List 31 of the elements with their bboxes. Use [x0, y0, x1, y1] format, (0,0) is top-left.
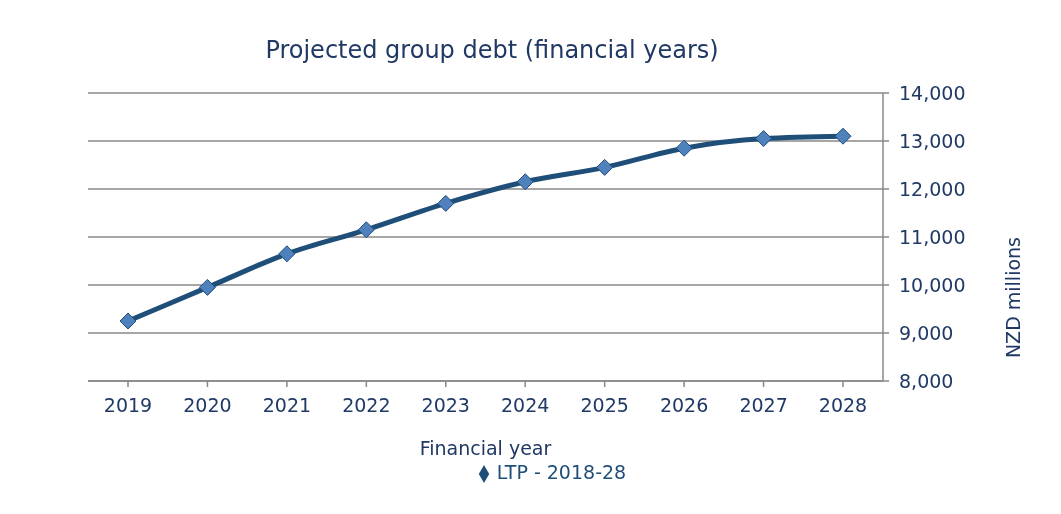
- x-axis-title: Financial year: [419, 437, 552, 459]
- y-tick-label: 12,000: [899, 177, 966, 200]
- point: [755, 130, 773, 148]
- point: [278, 245, 296, 263]
- y-tick-label: 11,000: [899, 225, 966, 248]
- point: [834, 127, 852, 145]
- y-tick-label: 13,000: [899, 129, 966, 152]
- x-tick-label: 2026: [659, 394, 709, 417]
- y-tick-label: 10,000: [899, 273, 966, 296]
- point: [516, 173, 534, 191]
- x-tick-label: 2025: [580, 394, 629, 417]
- point: [675, 139, 693, 157]
- x-tick-label: 2027: [739, 394, 788, 417]
- y-tick-label: 8,000: [899, 369, 954, 392]
- y-tick-label: 14,000: [899, 81, 966, 104]
- x-tick-label: 2023: [421, 394, 470, 417]
- point: [357, 221, 375, 239]
- legend-label: LTP - 2018-28: [496, 461, 627, 483]
- x-tick-label: 2020: [183, 394, 232, 417]
- x-tick-label: 2022: [342, 394, 391, 417]
- point: [596, 158, 614, 176]
- x-tick-label: 2021: [262, 394, 312, 417]
- point: [198, 278, 216, 296]
- point: [437, 194, 455, 212]
- x-tick-label: 2028: [818, 394, 868, 417]
- chart-title: Projected group debt (financial years): [264, 36, 720, 64]
- y-tick-label: 9,000: [899, 321, 954, 344]
- x-tick-label: 2019: [103, 394, 153, 417]
- point: [119, 312, 137, 330]
- x-tick-label: 2024: [501, 394, 550, 417]
- y-axis-title: NZD millions: [1001, 237, 1024, 359]
